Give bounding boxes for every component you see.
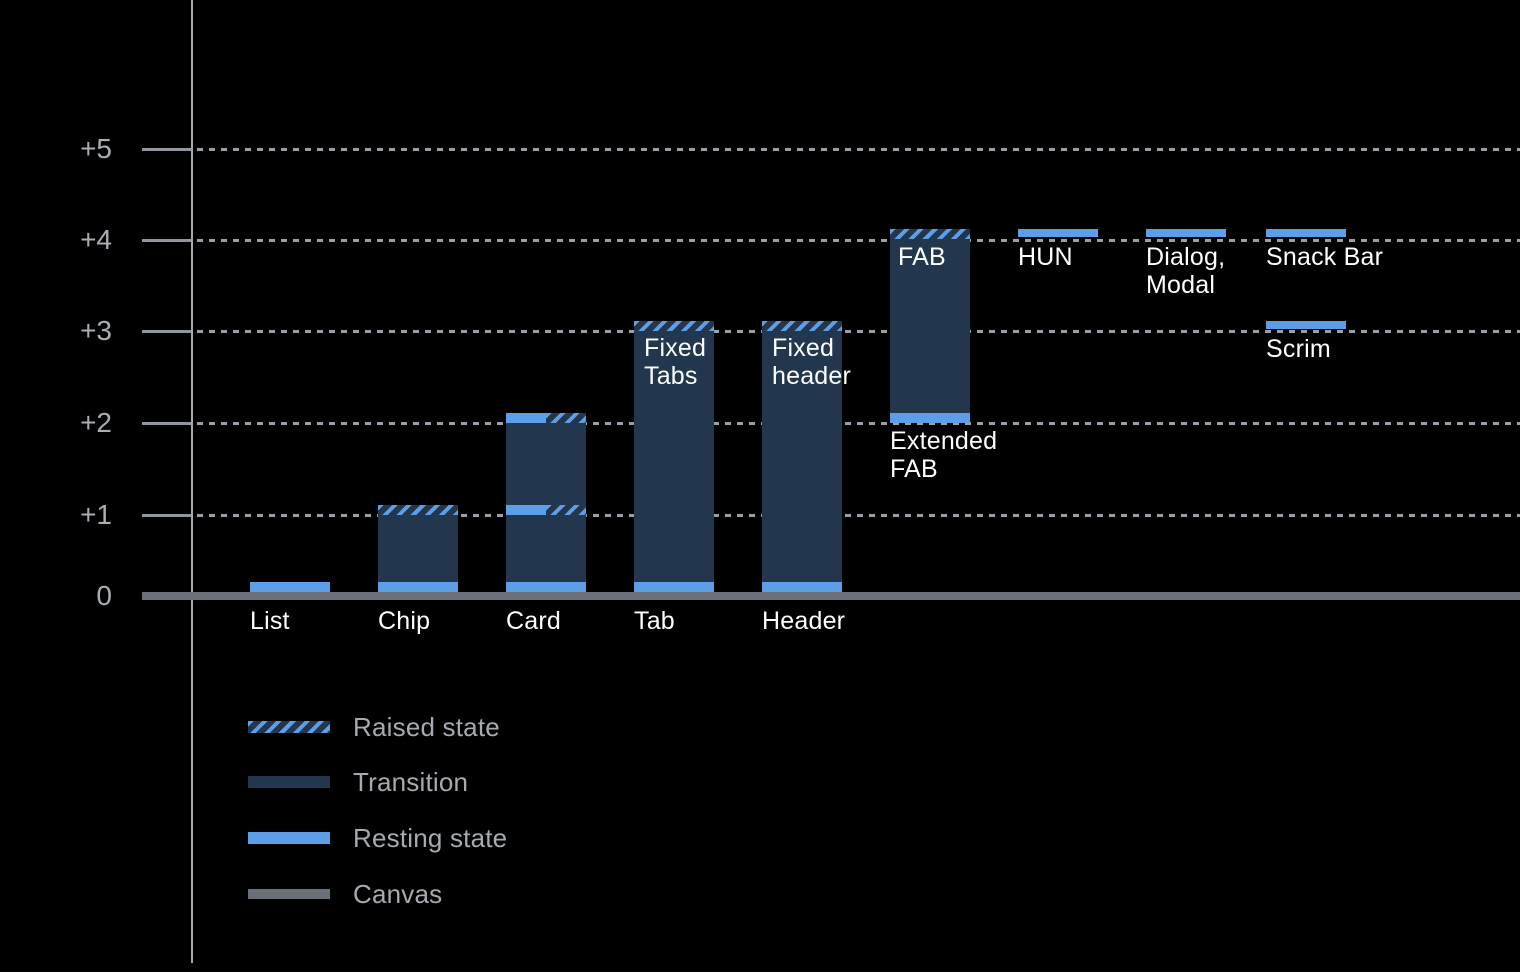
- bar-header-transition-segment: [762, 321, 842, 592]
- y-axis-label-plus-1: +1: [80, 499, 112, 530]
- bar-list-resting-segment: [250, 582, 330, 592]
- legend-label-transition: Transition: [353, 767, 469, 797]
- bar-scrim-label: Scrim: [1266, 335, 1331, 363]
- bar-tab-label: Tab: [634, 607, 675, 635]
- bar-tab-inner-label: Fixed Tabs: [644, 334, 707, 390]
- bar-card-label: Card: [506, 607, 561, 635]
- gridline-plus-1: [197, 514, 1520, 517]
- tick-plus-1: [142, 514, 192, 517]
- legend-swatch-transition: [248, 776, 330, 788]
- bar-hun-resting-segment: [1018, 229, 1098, 237]
- y-axis-label-plus-2: +2: [80, 407, 112, 438]
- bar-chip-label: Chip: [378, 607, 431, 635]
- bar-extended-fab-fab-resting-segment: [890, 413, 970, 423]
- gridline-plus-3: [197, 330, 1520, 333]
- bar-chip-raised-segment: [378, 505, 458, 515]
- tick-plus-5: [142, 148, 192, 151]
- bar-header-raised-segment: [762, 321, 842, 331]
- bar-card-resting-segment: [506, 413, 546, 423]
- bar-scrim-resting-segment: [1266, 321, 1346, 329]
- bar-list-label: List: [250, 607, 290, 635]
- bar-chip-transition-segment: [378, 505, 458, 592]
- y-axis-label-plus-3: +3: [80, 315, 112, 346]
- bar-header-label: Header: [762, 607, 846, 635]
- bar-card-resting-segment: [506, 505, 546, 515]
- bar-card-resting-segment: [506, 582, 586, 592]
- bar-tab-transition-segment: [634, 321, 714, 592]
- bar-card-raised-segment: [546, 505, 586, 515]
- bar-snack-bar-label: Snack Bar: [1266, 243, 1384, 271]
- legend-item-transition: Transition: [248, 767, 468, 797]
- legend-label-raised-state: Raised state: [353, 712, 500, 742]
- bar-dialog-modal-label: Dialog, Modal: [1146, 243, 1226, 299]
- tick-plus-2: [142, 422, 192, 425]
- bar-extended-fab-fab-inner-label: FAB: [898, 243, 946, 271]
- legend-item-resting-state: Resting state: [248, 823, 507, 853]
- legend-swatch-raised-state: [248, 721, 330, 733]
- bar-hun-label: HUN: [1018, 243, 1073, 271]
- y-axis-label-plus-5: +5: [80, 133, 112, 164]
- bar-card-transition-segment: [506, 413, 586, 592]
- bar-header-inner-label: Fixed header: [772, 334, 852, 390]
- bar-tab-raised-segment: [634, 321, 714, 331]
- y-axis-label-plus-4: +4: [80, 224, 112, 255]
- bar-snack-bar-resting-segment: [1266, 229, 1346, 237]
- canvas-line: [142, 592, 1520, 600]
- y-axis-line: [191, 0, 193, 963]
- bar-extended-fab-fab-raised-segment: [890, 229, 970, 239]
- bar-extended-fab-fab-label: Extended FAB: [890, 427, 998, 483]
- gridline-plus-4: [197, 239, 1520, 242]
- legend-item-canvas: Canvas: [248, 879, 442, 909]
- bar-dialog-modal-resting-segment: [1146, 229, 1226, 237]
- bar-chip-resting-segment: [378, 582, 458, 592]
- bar-header-resting-segment: [762, 582, 842, 592]
- y-axis-label-0: 0: [96, 580, 112, 611]
- legend-label-canvas: Canvas: [353, 879, 443, 909]
- legend-label-resting-state: Resting state: [353, 823, 508, 853]
- bar-extended-fab-fab-transition-segment: [890, 229, 970, 423]
- gridline-plus-2: [197, 422, 1520, 425]
- legend-item-raised-state: Raised state: [248, 712, 500, 742]
- tick-plus-4: [142, 239, 192, 242]
- tick-plus-3: [142, 330, 192, 333]
- gridline-plus-5: [197, 148, 1520, 151]
- bar-card-raised-segment: [546, 413, 586, 423]
- bar-tab-resting-segment: [634, 582, 714, 592]
- legend-swatch-resting-state: [248, 832, 330, 844]
- legend-swatch-canvas: [248, 889, 330, 899]
